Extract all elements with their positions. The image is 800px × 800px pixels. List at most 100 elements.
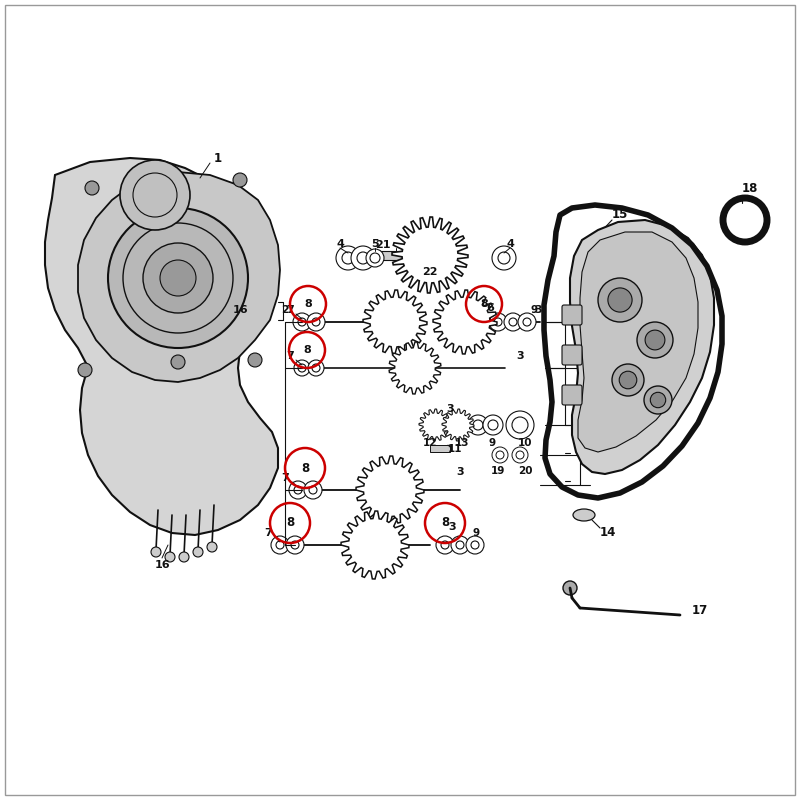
Circle shape — [456, 541, 464, 549]
Circle shape — [441, 541, 449, 549]
Circle shape — [451, 308, 479, 336]
Polygon shape — [578, 232, 698, 452]
Circle shape — [85, 181, 99, 195]
Circle shape — [304, 481, 322, 499]
Circle shape — [289, 481, 307, 499]
Circle shape — [509, 318, 517, 326]
Polygon shape — [419, 409, 451, 441]
Circle shape — [516, 451, 524, 459]
Circle shape — [506, 411, 534, 439]
Circle shape — [504, 313, 522, 331]
Circle shape — [512, 417, 528, 433]
Polygon shape — [389, 342, 441, 394]
Circle shape — [286, 536, 304, 554]
Text: 17: 17 — [692, 603, 708, 617]
Text: 12: 12 — [422, 438, 438, 448]
Text: 8: 8 — [304, 299, 312, 309]
Text: 8: 8 — [480, 299, 488, 309]
Circle shape — [518, 313, 536, 331]
Text: 7: 7 — [264, 528, 272, 538]
Text: 18: 18 — [742, 182, 758, 194]
Circle shape — [498, 252, 510, 264]
Circle shape — [637, 322, 673, 358]
Circle shape — [598, 278, 642, 322]
Circle shape — [523, 318, 531, 326]
Text: 7: 7 — [281, 473, 289, 483]
Circle shape — [492, 447, 508, 463]
Text: 7: 7 — [286, 305, 294, 315]
Text: 21: 21 — [375, 240, 390, 250]
Text: 8: 8 — [301, 462, 309, 474]
Text: 20: 20 — [518, 466, 532, 476]
Circle shape — [494, 318, 502, 326]
Circle shape — [160, 260, 196, 296]
Circle shape — [650, 392, 666, 408]
Text: 8: 8 — [286, 517, 294, 530]
Text: 22: 22 — [422, 267, 438, 277]
Circle shape — [207, 542, 217, 552]
Text: 9: 9 — [489, 438, 495, 448]
Polygon shape — [341, 511, 409, 579]
Circle shape — [619, 371, 637, 389]
Circle shape — [381, 308, 409, 336]
Circle shape — [294, 486, 302, 494]
Text: 3: 3 — [448, 522, 456, 532]
Circle shape — [233, 173, 247, 187]
Text: 13: 13 — [454, 438, 470, 448]
Circle shape — [78, 363, 92, 377]
Circle shape — [298, 318, 306, 326]
Text: 9: 9 — [530, 305, 538, 315]
Text: 8: 8 — [303, 345, 311, 355]
Circle shape — [342, 252, 354, 264]
Circle shape — [308, 360, 324, 376]
Circle shape — [312, 318, 320, 326]
Circle shape — [357, 252, 369, 264]
Circle shape — [375, 475, 405, 505]
Circle shape — [644, 386, 672, 414]
Circle shape — [120, 160, 190, 230]
Text: 1: 1 — [214, 151, 222, 165]
Circle shape — [483, 415, 503, 435]
Text: 7: 7 — [286, 351, 294, 361]
Circle shape — [473, 420, 483, 430]
Circle shape — [143, 243, 213, 313]
Circle shape — [360, 530, 390, 560]
FancyBboxPatch shape — [562, 305, 582, 325]
Text: 19: 19 — [491, 466, 505, 476]
Text: 16: 16 — [154, 560, 170, 570]
Text: 3: 3 — [446, 404, 454, 414]
Circle shape — [451, 536, 469, 554]
Text: 11: 11 — [448, 444, 462, 454]
Text: 3: 3 — [456, 467, 464, 477]
Polygon shape — [392, 217, 468, 293]
Circle shape — [298, 364, 306, 372]
Text: 3: 3 — [534, 305, 542, 315]
Circle shape — [307, 313, 325, 331]
Text: 6: 6 — [486, 303, 494, 313]
Circle shape — [612, 364, 644, 396]
Text: 14: 14 — [600, 526, 616, 538]
Text: 15: 15 — [612, 209, 628, 222]
Text: 10: 10 — [518, 438, 532, 448]
Circle shape — [171, 355, 185, 369]
Circle shape — [471, 541, 479, 549]
Text: 2: 2 — [281, 305, 289, 315]
Circle shape — [416, 241, 444, 269]
Circle shape — [291, 541, 299, 549]
Circle shape — [608, 288, 632, 312]
Circle shape — [645, 330, 665, 350]
Text: 3: 3 — [516, 351, 524, 361]
Circle shape — [309, 486, 317, 494]
Circle shape — [193, 547, 203, 557]
Circle shape — [336, 246, 360, 270]
Circle shape — [271, 536, 289, 554]
Circle shape — [294, 360, 310, 376]
Polygon shape — [433, 290, 497, 354]
Circle shape — [436, 536, 454, 554]
Text: 4: 4 — [336, 239, 344, 249]
Circle shape — [351, 246, 375, 270]
Polygon shape — [78, 172, 280, 382]
FancyBboxPatch shape — [430, 445, 450, 452]
Circle shape — [563, 581, 577, 595]
Circle shape — [489, 313, 507, 331]
